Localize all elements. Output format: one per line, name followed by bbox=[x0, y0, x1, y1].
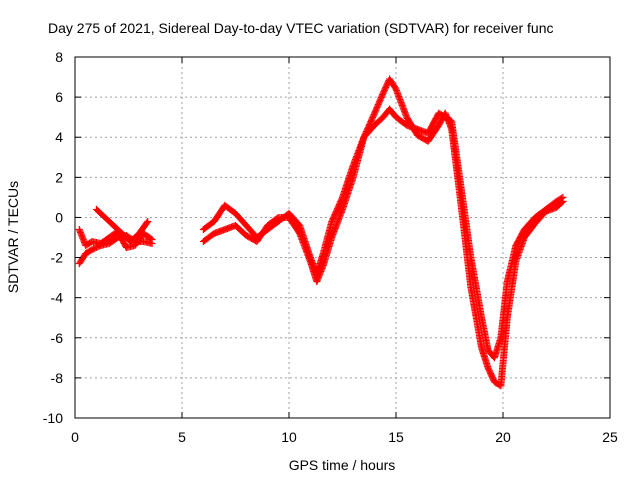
y-tick-label: 6 bbox=[55, 89, 63, 105]
data-point bbox=[143, 219, 151, 227]
data-point bbox=[148, 236, 156, 244]
x-tick-label: 15 bbox=[388, 429, 404, 445]
y-tick-label: -8 bbox=[51, 370, 64, 386]
data-point bbox=[558, 194, 566, 202]
y-tick-label: 4 bbox=[55, 129, 63, 145]
series-trace-c bbox=[92, 205, 152, 246]
chart-title: Day 275 of 2021, Sidereal Day-to-day VTE… bbox=[48, 20, 554, 36]
plot-frame bbox=[74, 56, 611, 419]
x-tick-label: 10 bbox=[281, 429, 297, 445]
x-tick-label: 20 bbox=[495, 429, 511, 445]
data-point bbox=[147, 235, 155, 243]
y-tick-label: -4 bbox=[51, 290, 64, 306]
x-tick-label: 25 bbox=[602, 429, 618, 445]
series-trace-e bbox=[199, 105, 567, 362]
data-point bbox=[559, 193, 567, 201]
y-tick-label: 0 bbox=[55, 209, 63, 225]
y-tick-label: -2 bbox=[51, 250, 64, 266]
y-tick-label: 8 bbox=[55, 49, 63, 65]
y-axis-label: SDTVAR / TECUs bbox=[5, 181, 21, 293]
y-tick-label: -10 bbox=[43, 410, 63, 426]
data-point bbox=[144, 217, 152, 225]
x-axis-label: GPS time / hours bbox=[289, 457, 396, 473]
x-tick-label: 0 bbox=[71, 429, 79, 445]
y-tick-label: -6 bbox=[51, 330, 64, 346]
x-tick-label: 5 bbox=[178, 429, 186, 445]
data-points bbox=[75, 75, 567, 390]
y-tick-label: 2 bbox=[55, 169, 63, 185]
axis-ticks: 0 5 10 15 20 25 -10 -8 -6 -4 -2 0 2 4 6 8 bbox=[43, 49, 618, 445]
